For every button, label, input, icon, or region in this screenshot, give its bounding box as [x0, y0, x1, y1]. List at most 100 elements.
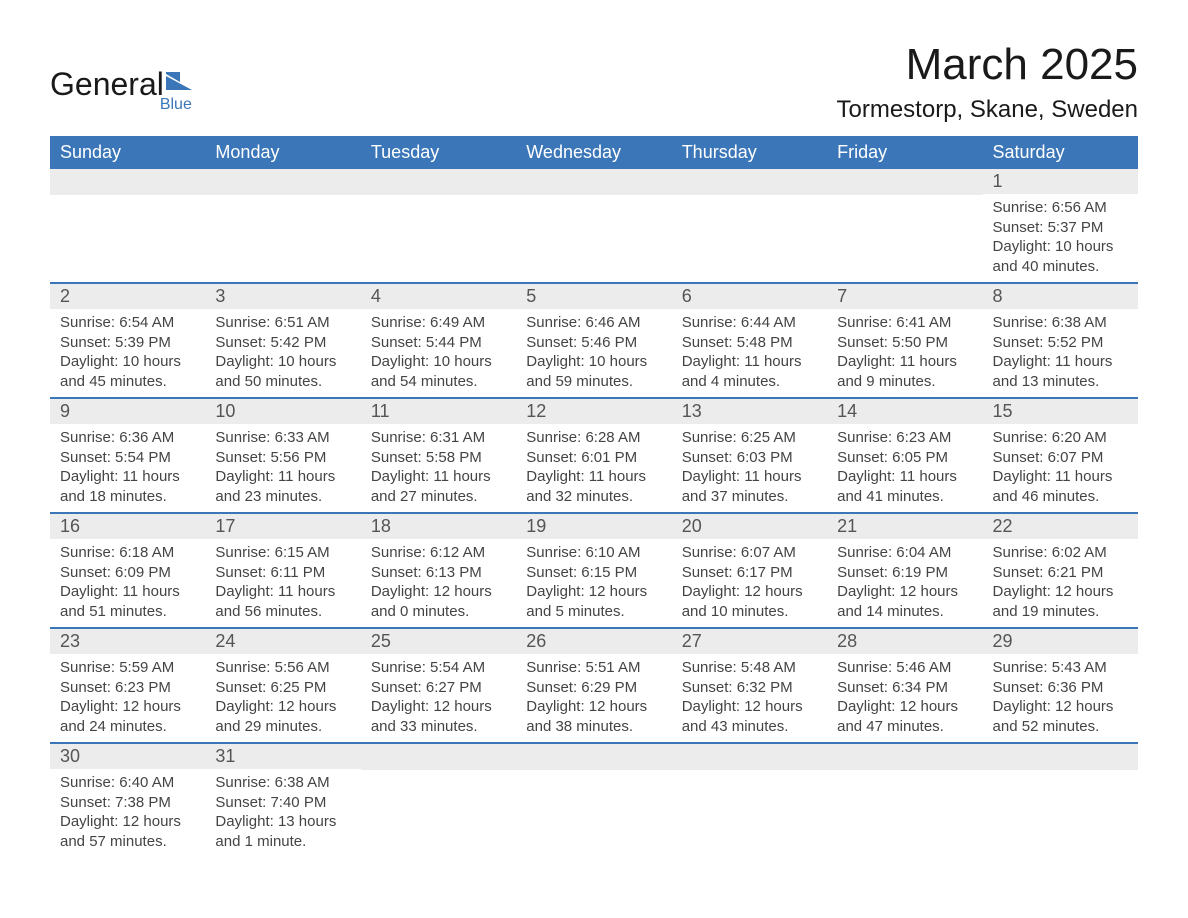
- week-row: 23Sunrise: 5:59 AMSunset: 6:23 PMDayligh…: [50, 627, 1138, 742]
- dayhead-wednesday: Wednesday: [516, 136, 671, 169]
- day-daylight2: and 14 minutes.: [837, 602, 972, 622]
- day-header-row: Sunday Monday Tuesday Wednesday Thursday…: [50, 136, 1138, 169]
- day-daylight2: and 23 minutes.: [215, 487, 350, 507]
- day-daylight1: Daylight: 12 hours: [371, 582, 506, 602]
- day-sunrise: Sunrise: 6:36 AM: [60, 428, 195, 448]
- day-number: 18: [361, 514, 516, 539]
- day-cell: 1Sunrise: 6:56 AMSunset: 5:37 PMDaylight…: [983, 169, 1138, 282]
- day-number: 21: [827, 514, 982, 539]
- day-sunrise: Sunrise: 6:07 AM: [682, 543, 817, 563]
- day-sunrise: Sunrise: 6:25 AM: [682, 428, 817, 448]
- day-sunrise: Sunrise: 6:20 AM: [993, 428, 1128, 448]
- day-daylight1: Daylight: 11 hours: [682, 467, 817, 487]
- title-block: March 2025 Tormestorp, Skane, Sweden: [837, 40, 1139, 124]
- day-sunset: Sunset: 5:37 PM: [993, 218, 1128, 238]
- day-number: 30: [50, 744, 205, 769]
- day-sunset: Sunset: 5:44 PM: [371, 333, 506, 353]
- day-number: 20: [672, 514, 827, 539]
- day-number: 27: [672, 629, 827, 654]
- day-sunrise: Sunrise: 6:04 AM: [837, 543, 972, 563]
- logo: General Blue: [50, 40, 194, 114]
- day-body: Sunrise: 6:04 AMSunset: 6:19 PMDaylight:…: [827, 539, 982, 627]
- day-daylight1: Daylight: 12 hours: [837, 582, 972, 602]
- day-number: 6: [672, 284, 827, 309]
- day-daylight1: Daylight: 12 hours: [60, 697, 195, 717]
- day-daylight2: and 54 minutes.: [371, 372, 506, 392]
- day-daylight2: and 46 minutes.: [993, 487, 1128, 507]
- day-daylight1: Daylight: 11 hours: [526, 467, 661, 487]
- day-cell: 10Sunrise: 6:33 AMSunset: 5:56 PMDayligh…: [205, 399, 360, 512]
- day-sunrise: Sunrise: 6:54 AM: [60, 313, 195, 333]
- day-cell: 18Sunrise: 6:12 AMSunset: 6:13 PMDayligh…: [361, 514, 516, 627]
- day-daylight2: and 38 minutes.: [526, 717, 661, 737]
- dayhead-tuesday: Tuesday: [361, 136, 516, 169]
- day-sunset: Sunset: 6:23 PM: [60, 678, 195, 698]
- day-body: Sunrise: 5:54 AMSunset: 6:27 PMDaylight:…: [361, 654, 516, 742]
- day-cell: 13Sunrise: 6:25 AMSunset: 6:03 PMDayligh…: [672, 399, 827, 512]
- day-body: Sunrise: 5:46 AMSunset: 6:34 PMDaylight:…: [827, 654, 982, 742]
- day-body: Sunrise: 6:54 AMSunset: 5:39 PMDaylight:…: [50, 309, 205, 397]
- calendar: Sunday Monday Tuesday Wednesday Thursday…: [50, 136, 1138, 857]
- day-sunrise: Sunrise: 6:51 AM: [215, 313, 350, 333]
- day-cell: 17Sunrise: 6:15 AMSunset: 6:11 PMDayligh…: [205, 514, 360, 627]
- day-daylight1: Daylight: 11 hours: [682, 352, 817, 372]
- day-body: Sunrise: 6:46 AMSunset: 5:46 PMDaylight:…: [516, 309, 671, 397]
- day-number: 19: [516, 514, 671, 539]
- day-daylight2: and 29 minutes.: [215, 717, 350, 737]
- day-body: Sunrise: 6:49 AMSunset: 5:44 PMDaylight:…: [361, 309, 516, 397]
- day-sunrise: Sunrise: 6:31 AM: [371, 428, 506, 448]
- day-sunrise: Sunrise: 6:12 AM: [371, 543, 506, 563]
- day-sunrise: Sunrise: 6:23 AM: [837, 428, 972, 448]
- day-number: [516, 169, 671, 195]
- day-sunset: Sunset: 5:58 PM: [371, 448, 506, 468]
- day-daylight1: Daylight: 10 hours: [215, 352, 350, 372]
- day-sunset: Sunset: 6:19 PM: [837, 563, 972, 583]
- day-cell: 29Sunrise: 5:43 AMSunset: 6:36 PMDayligh…: [983, 629, 1138, 742]
- day-sunrise: Sunrise: 6:10 AM: [526, 543, 661, 563]
- day-number: 23: [50, 629, 205, 654]
- day-sunrise: Sunrise: 6:41 AM: [837, 313, 972, 333]
- day-number: 14: [827, 399, 982, 424]
- day-cell: 21Sunrise: 6:04 AMSunset: 6:19 PMDayligh…: [827, 514, 982, 627]
- day-daylight1: Daylight: 12 hours: [371, 697, 506, 717]
- logo-flag-icon: [166, 72, 194, 99]
- day-daylight1: Daylight: 10 hours: [993, 237, 1128, 257]
- day-cell: 22Sunrise: 6:02 AMSunset: 6:21 PMDayligh…: [983, 514, 1138, 627]
- day-daylight2: and 24 minutes.: [60, 717, 195, 737]
- day-number: [50, 169, 205, 195]
- day-sunrise: Sunrise: 5:46 AM: [837, 658, 972, 678]
- day-daylight1: Daylight: 10 hours: [60, 352, 195, 372]
- day-sunset: Sunset: 6:07 PM: [993, 448, 1128, 468]
- day-sunrise: Sunrise: 6:56 AM: [993, 198, 1128, 218]
- day-daylight2: and 40 minutes.: [993, 257, 1128, 277]
- day-cell: 9Sunrise: 6:36 AMSunset: 5:54 PMDaylight…: [50, 399, 205, 512]
- day-sunset: Sunset: 5:54 PM: [60, 448, 195, 468]
- day-cell: 30Sunrise: 6:40 AMSunset: 7:38 PMDayligh…: [50, 744, 205, 857]
- day-sunset: Sunset: 6:25 PM: [215, 678, 350, 698]
- day-number: 7: [827, 284, 982, 309]
- week-row: 9 Sunrise: 6:36 AMSunset: 5:54 PM Daylight…: [50, 397, 1138, 512]
- day-daylight1: Daylight: 12 hours: [215, 697, 350, 717]
- day-body: Sunrise: 6:44 AMSunset: 5:48 PMDaylight:…: [672, 309, 827, 397]
- day-daylight2: and 50 minutes.: [215, 372, 350, 392]
- day-body: Sunrise: 6:25 AMSunset: 6:03 PMDaylight:…: [672, 424, 827, 512]
- day-daylight2: and 57 minutes.: [60, 832, 195, 852]
- day-cell: 4Sunrise: 6:49 AMSunset: 5:44 PMDaylight…: [361, 284, 516, 397]
- day-cell: 23Sunrise: 5:59 AMSunset: 6:23 PMDayligh…: [50, 629, 205, 742]
- day-body: Sunrise: 5:59 AMSunset: 6:23 PMDaylight:…: [50, 654, 205, 742]
- day-daylight1: Daylight: 11 hours: [837, 352, 972, 372]
- day-sunrise: Sunrise: 5:54 AM: [371, 658, 506, 678]
- day-number: 29: [983, 629, 1138, 654]
- day-cell: [827, 744, 982, 857]
- day-number: [516, 744, 671, 770]
- day-daylight2: and 5 minutes.: [526, 602, 661, 622]
- day-sunset: Sunset: 6:05 PM: [837, 448, 972, 468]
- day-daylight1: Daylight: 11 hours: [837, 467, 972, 487]
- day-number: 9: [50, 399, 205, 424]
- day-body: Sunrise: 5:43 AMSunset: 6:36 PMDaylight:…: [983, 654, 1138, 742]
- day-daylight2: and 59 minutes.: [526, 372, 661, 392]
- day-number: 10: [205, 399, 360, 424]
- day-sunrise: Sunrise: 6:15 AM: [215, 543, 350, 563]
- day-daylight2: and 51 minutes.: [60, 602, 195, 622]
- day-daylight1: Daylight: 11 hours: [60, 582, 195, 602]
